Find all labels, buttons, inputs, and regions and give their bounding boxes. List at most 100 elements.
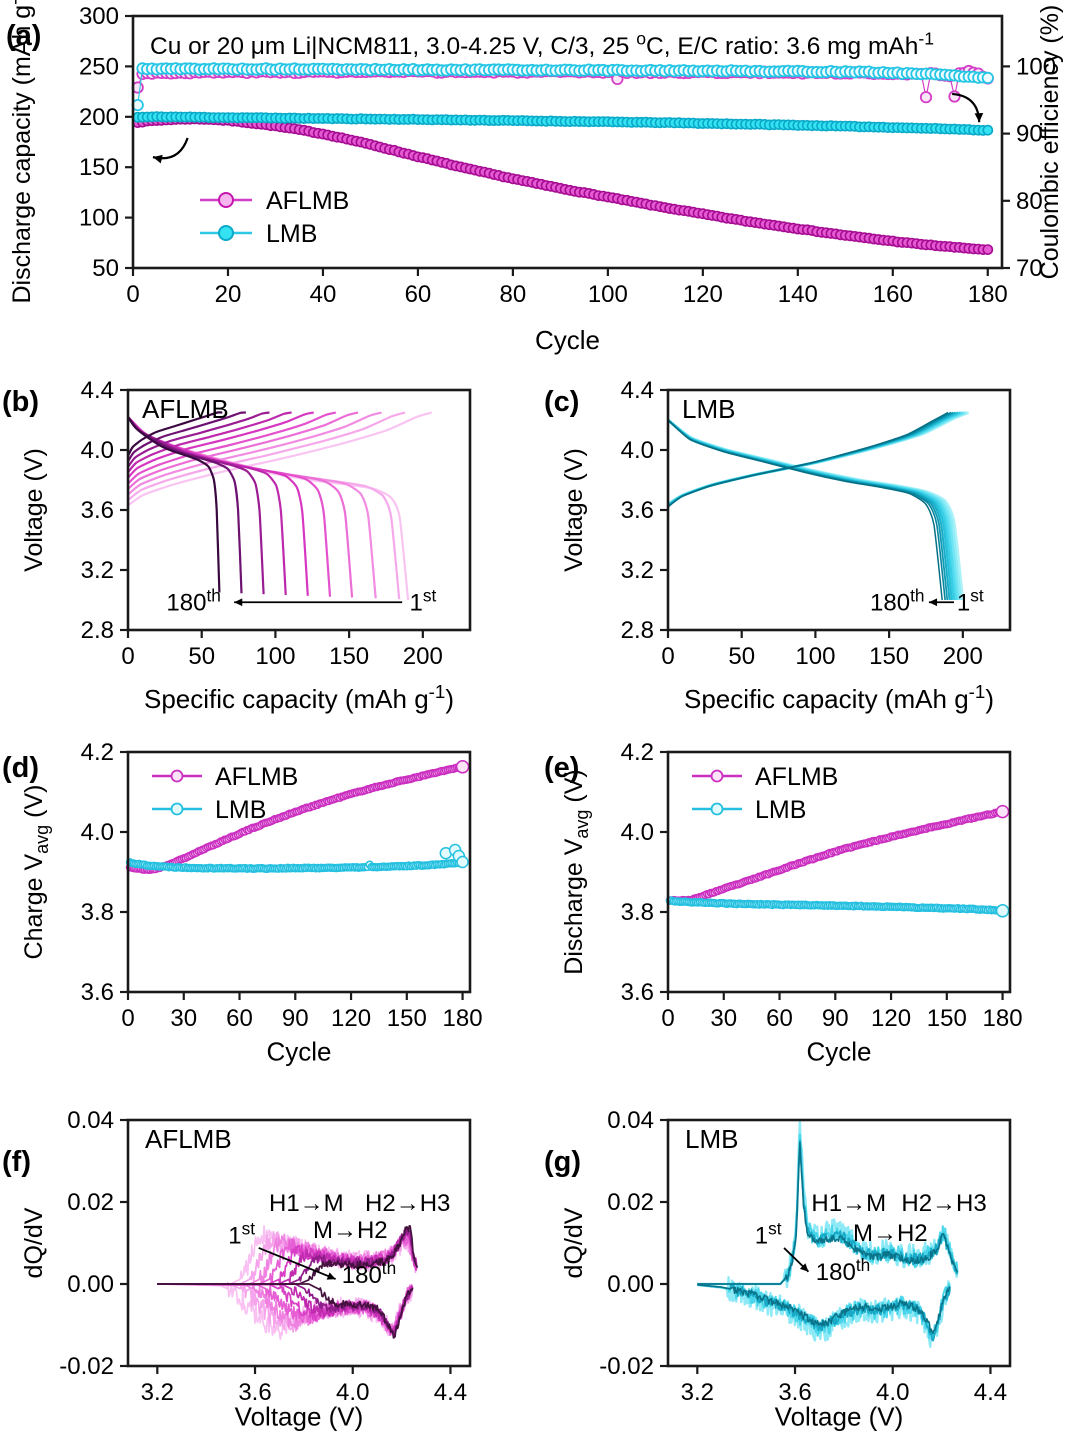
y-tick-label: 3.2 [621, 557, 654, 584]
annotation-text: AFLMB [142, 394, 229, 424]
y-tick-label: -0.02 [59, 1353, 114, 1380]
x-tick-label: 0 [661, 643, 674, 670]
series-lmb-coulombic-efficiency [131, 62, 994, 112]
x-tick-label: 160 [873, 281, 913, 308]
y-axis-label: Charge Vavg (V) [20, 785, 52, 960]
series-layer [125, 760, 470, 875]
x-axis-label: Specific capacity (mAh g-1) [684, 681, 994, 714]
x-tick-label: 120 [331, 1005, 371, 1032]
vq-charge-curve-1 [127, 411, 433, 507]
annotation-text: 180th [342, 1258, 396, 1289]
axes: 0 20 40 60 80 100 120 140 160 180 50 100 150 200 250 30… [79, 3, 1056, 308]
legend: AFLMB LMB [152, 763, 298, 824]
dqdv-discharge-180 [157, 1283, 414, 1339]
annotation-text: AFLMB [145, 1124, 232, 1154]
y-axis-label: Voltage (V) [20, 448, 48, 572]
legend-label-LMB: LMB [755, 796, 806, 824]
x-axis-label: Cycle [535, 325, 600, 355]
legend-label-AFLMB: AFLMB [215, 763, 298, 791]
panel-g-chart: 3.2 3.6 4.0 4.4 -0.02 0.00 0.02 0.04 Voltage (V)… [560, 1107, 1012, 1431]
y-tick-label: 0.02 [67, 1189, 114, 1216]
vq-discharge-curve-180 [127, 416, 221, 593]
annotation-text: 1st [957, 585, 984, 616]
x-tick-label: 140 [778, 281, 818, 308]
y-tick-label: 2.8 [81, 617, 114, 644]
series-aflmb-discharge-vavg [665, 804, 1010, 906]
y-tick-label: 0.04 [607, 1107, 654, 1134]
series-layer [667, 411, 970, 601]
y-tick-label: 3.6 [621, 497, 654, 524]
series-layer [157, 1225, 419, 1340]
annotations: AFLMB 180th 1st [142, 394, 437, 617]
dqdv-discharge-replica-3 [697, 1284, 951, 1335]
axes: 0 30 60 90 120 150 180 3.6 3.8 4.0 4.2 [621, 739, 1023, 1032]
annotation-text: 180th [166, 585, 220, 616]
y-tick-label: 2.8 [621, 617, 654, 644]
x-tick-label: 120 [683, 281, 723, 308]
annotations: LMB 1st 180th H1→M H2→H3 M→H2 [685, 1124, 987, 1286]
vq-charge-curve-40 [127, 411, 382, 496]
annotation-text: H2→H3 [365, 1190, 450, 1217]
x-tick-label: 90 [282, 1005, 309, 1032]
outlier-point [456, 855, 469, 869]
x-tick-label: 100 [588, 281, 628, 308]
x-tick-label: 0 [661, 1005, 674, 1032]
y-tick-label: 0.04 [67, 1107, 114, 1134]
y-tick-label: 0.00 [67, 1271, 114, 1298]
panel-f-aflmb-dqdv: (f) 3.2 3.6 4.0 4.4 -0.02 0.00 0.02 0.04 Voltage… [0, 1080, 540, 1442]
x-tick-label: 50 [728, 643, 755, 670]
x-tick-label: 4.0 [336, 1379, 369, 1406]
x-tick-label: 50 [188, 643, 215, 670]
vq-charge-curve-80 [127, 411, 337, 485]
annotation-text: Cu or 20 μm Li|NCM811, 3.0-4.25 V, C/3, … [150, 29, 934, 60]
x-tick-label: 4.0 [876, 1379, 909, 1406]
y-tick-label: 4.0 [621, 819, 654, 846]
y-tick-label: 4.4 [81, 377, 114, 404]
annotations: LMB 180th 1st [682, 394, 984, 617]
x-tick-label: 60 [405, 281, 432, 308]
annotation-text: H2→H3 [901, 1190, 986, 1217]
panel-b-chart: 0 50 100 150 200 2.8 3.2 3.6 4.0 4.4 Specific capa… [20, 377, 472, 714]
x-tick-label: 4.4 [974, 1379, 1007, 1406]
panel-label-f: (f) [2, 1146, 31, 1178]
outlier-point [995, 804, 1010, 819]
annotation-text: 1st [755, 1218, 782, 1249]
panel-d-charge-vavg: (d) 0 30 60 90 120 150 180 3.6 3.8 4.0 4.2 Cycle Cha… [0, 730, 540, 1080]
y-tick-label: 3.6 [81, 979, 114, 1006]
axes: 3.2 3.6 4.0 4.4 -0.02 0.00 0.02 0.04 [59, 1107, 472, 1406]
x-tick-label: 3.6 [778, 1379, 811, 1406]
right-y-tick-label: 100 [1016, 53, 1056, 80]
y-tick-label: 4.4 [621, 377, 654, 404]
x-tick-label: 180 [983, 1005, 1023, 1032]
x-axis-label: Voltage (V) [775, 1401, 904, 1431]
panel-d-chart: 0 30 60 90 120 150 180 3.6 3.8 4.0 4.2 Cycle Charge … [20, 739, 483, 1067]
annotation-text: 180th [816, 1255, 870, 1286]
x-tick-label: 200 [943, 643, 983, 670]
y-tick-label: 3.6 [621, 979, 654, 1006]
x-tick-label: 30 [170, 1005, 197, 1032]
x-tick-label: 150 [387, 1005, 427, 1032]
y-tick-label: 3.8 [81, 899, 114, 926]
x-tick-label: 0 [121, 1005, 134, 1032]
series-layer [665, 804, 1010, 918]
y-tick-label: 4.2 [621, 739, 654, 766]
outlier-point [455, 760, 470, 774]
series-lmb-discharge-capacity [132, 111, 994, 136]
y-tick-label: 4.2 [81, 739, 114, 766]
vq-charge-curve-60 [127, 411, 359, 490]
vq-charge-curve-160 [127, 411, 246, 463]
panel-label-a: (a) [6, 20, 42, 52]
panel-label-b: (b) [2, 386, 40, 418]
x-tick-label: 90 [822, 1005, 849, 1032]
y-tick-label: 50 [92, 255, 119, 282]
x-tick-label: 200 [403, 643, 443, 670]
panel-label-e: (e) [544, 752, 580, 784]
x-tick-label: 60 [766, 1005, 793, 1032]
legend-label-AFLMB: AFLMB [266, 187, 349, 215]
y-axis-label: Voltage (V) [560, 448, 588, 572]
y-tick-label: 3.2 [81, 557, 114, 584]
annotation-text: H1→M [269, 1190, 344, 1217]
annotation-text: H1→M [811, 1190, 886, 1217]
x-tick-label: 20 [215, 281, 242, 308]
